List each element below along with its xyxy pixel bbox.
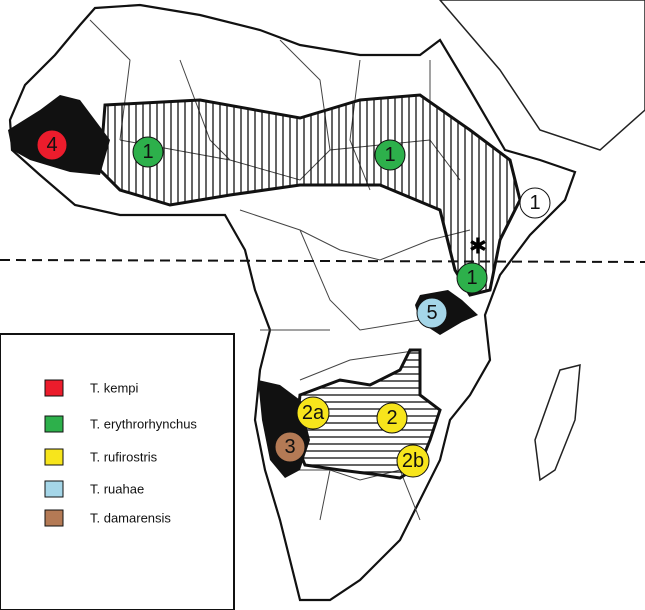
marker-circle (456, 262, 488, 294)
marker: 4 (36, 129, 68, 161)
marker-label: 2a (302, 402, 325, 424)
legend-swatch (44, 415, 64, 433)
legend-label: T. ruahae (90, 482, 144, 497)
marker-label: 4 (46, 134, 57, 156)
marker: 2 (376, 402, 408, 434)
legend-label: T. kempi (90, 381, 139, 396)
marker-label: 1 (142, 141, 153, 163)
legend-label: T. erythrorhynchus (90, 417, 197, 432)
marker-label: 1 (529, 192, 540, 214)
equator (0, 259, 645, 263)
arabia (439, 0, 645, 151)
marker-circle (296, 396, 330, 430)
marker-label: 3 (284, 436, 295, 458)
legend-box (0, 333, 235, 610)
marker-circle (416, 297, 448, 329)
marker-circle (374, 139, 406, 171)
marker-label: 5 (426, 302, 437, 324)
marker: 1 (519, 187, 551, 219)
marker-label: 1 (384, 144, 395, 166)
marker: 3 (274, 431, 306, 463)
marker-label: 1 (466, 267, 477, 289)
marker: 5 (416, 297, 448, 329)
legend-swatch (44, 379, 64, 397)
legend-swatch (44, 509, 64, 527)
legend-label: T. damarensis (90, 511, 171, 526)
marker: 1 (132, 136, 164, 168)
range-hatch-north (98, 93, 522, 297)
marker-circle (36, 129, 68, 161)
marker: 2b (396, 444, 430, 478)
marker: 1 (456, 262, 488, 294)
markers: 4 1 1 1 1 5 2a 2 2b 3 (36, 129, 551, 478)
marker-label: 2b (402, 450, 424, 472)
marker-circle (396, 444, 430, 478)
marker-circle (519, 187, 551, 219)
legend-label: T. rufirostris (90, 450, 158, 465)
marker-circle (274, 431, 306, 463)
asterisk: ✱ (469, 234, 487, 259)
madagascar (534, 364, 581, 482)
marker-circle (132, 136, 164, 168)
marker-circle (376, 402, 408, 434)
legend: T. kempi T. erythrorhynchus T. rufirostr… (44, 379, 197, 527)
legend-swatch (44, 448, 64, 466)
marker: 1 (374, 139, 406, 171)
range-hatch-south (293, 348, 442, 480)
marker: 2a (296, 396, 330, 430)
legend-swatch (44, 480, 64, 498)
marker-label: 2 (386, 407, 397, 429)
